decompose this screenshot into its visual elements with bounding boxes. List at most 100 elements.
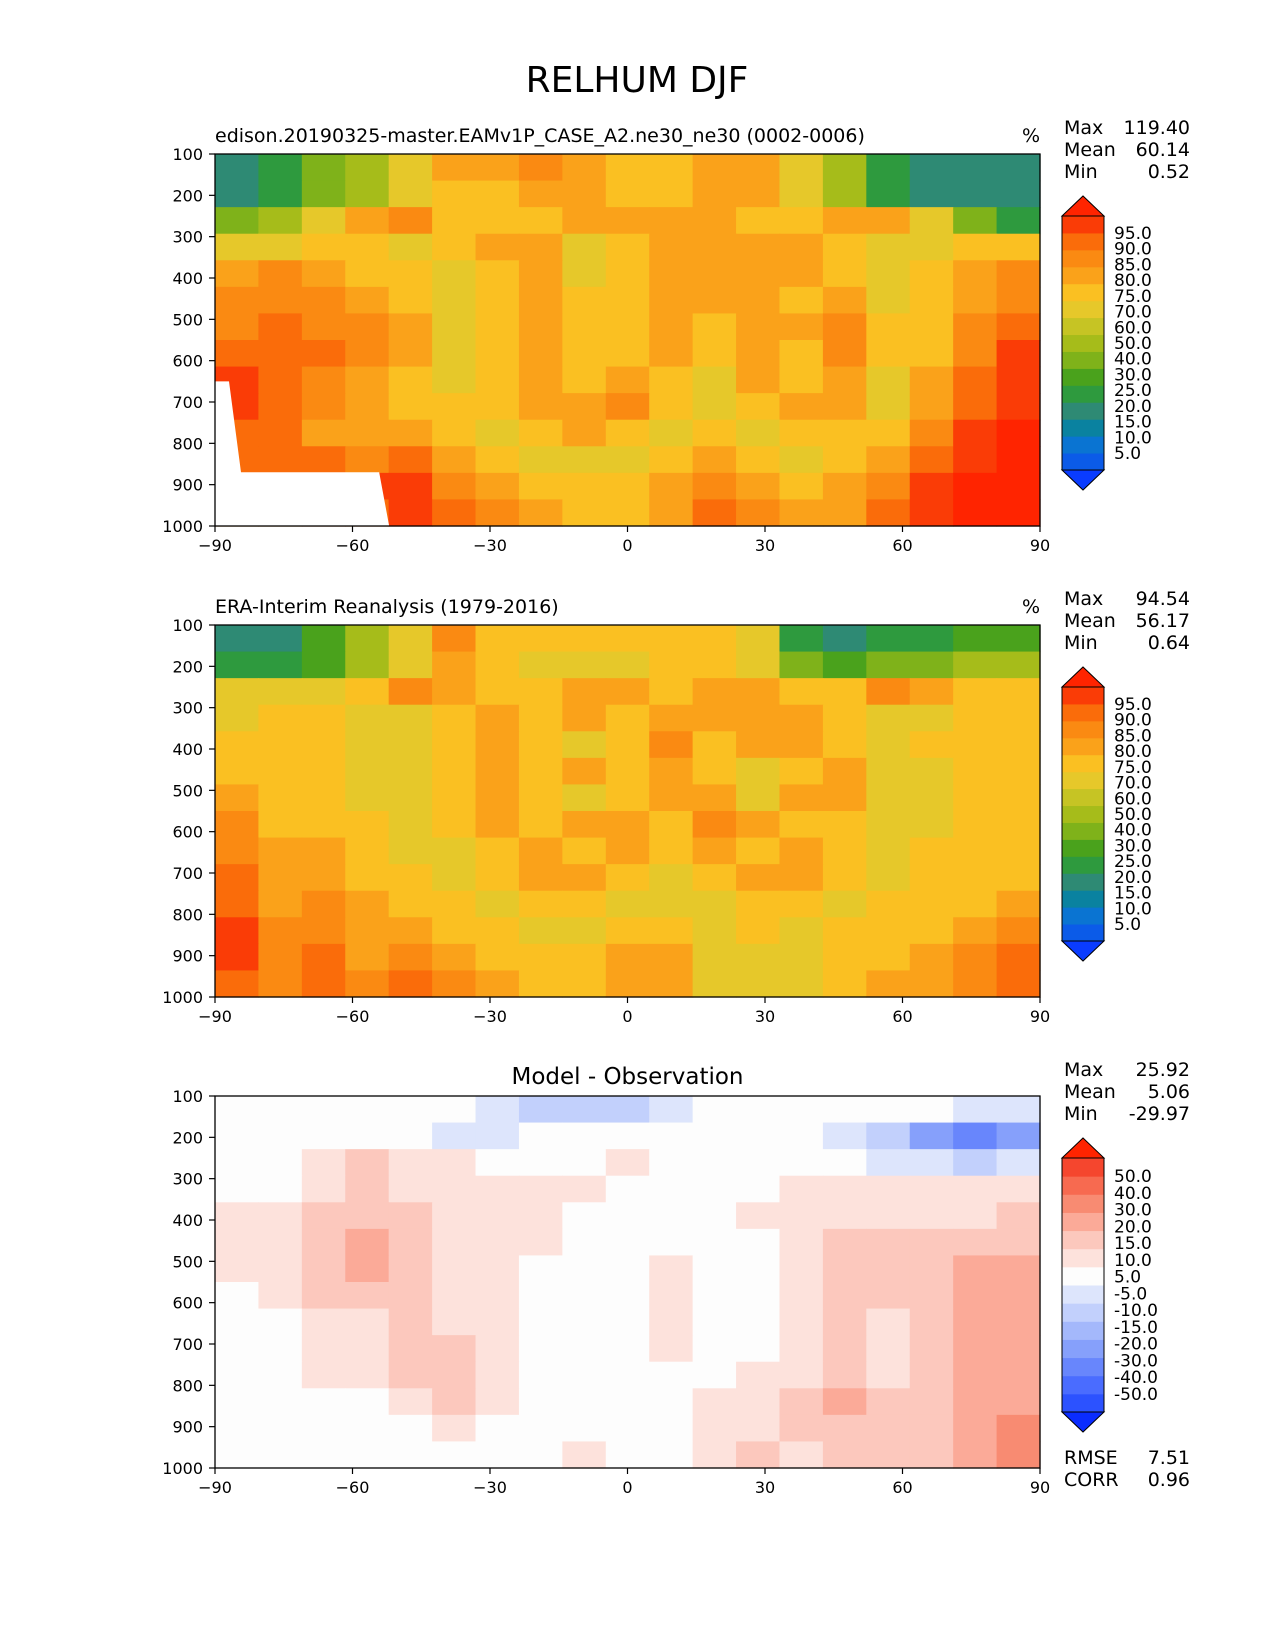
- x-tick-label: −60: [336, 1007, 370, 1026]
- field-cell: [605, 207, 650, 235]
- colorbar-swatch: [1062, 1212, 1104, 1232]
- field-cell: [909, 1414, 954, 1443]
- field-cell: [562, 286, 607, 315]
- field-cell: [996, 757, 1041, 786]
- colorbar-label: -15.0: [1114, 1318, 1158, 1338]
- field-cell: [518, 704, 563, 732]
- field-cell: [605, 625, 650, 653]
- field-cell: [649, 1255, 694, 1283]
- colorbar-swatch: [1062, 788, 1104, 807]
- field-cell: [388, 1202, 433, 1230]
- field-cell: [301, 678, 346, 706]
- field-cell: [301, 233, 346, 261]
- field-cell: [562, 731, 607, 759]
- field-cell: [258, 651, 303, 679]
- field-cell: [779, 1202, 824, 1230]
- field-cell: [518, 837, 563, 865]
- colorbar-label: 30.0: [1114, 836, 1152, 856]
- field-cell: [215, 233, 260, 261]
- colorbar-swatch: [1062, 1357, 1104, 1377]
- field-cell: [562, 472, 607, 501]
- x-tick-label: 60: [892, 1007, 912, 1026]
- field-cell: [605, 1228, 650, 1257]
- field-cell: [736, 1441, 781, 1469]
- field-cell: [605, 313, 650, 341]
- field-cell: [518, 943, 563, 972]
- field-cell: [562, 864, 607, 892]
- field-cell: [866, 340, 911, 368]
- field-cell: [866, 366, 911, 394]
- field-cell: [258, 890, 303, 918]
- field-cell: [345, 207, 390, 235]
- field-cell: [432, 472, 477, 501]
- field-cell: [475, 393, 520, 421]
- field-cell: [518, 313, 563, 341]
- field-cell: [432, 731, 477, 759]
- colorbar-extend-min: [1060, 940, 1106, 962]
- field-cell: [692, 286, 737, 315]
- y-tick-label: 400: [172, 269, 203, 288]
- field-cell: [736, 393, 781, 421]
- field-cell: [215, 1441, 260, 1469]
- colorbar-label: 95.0: [1114, 224, 1152, 244]
- x-tick-label: −30: [473, 536, 507, 555]
- field-cell: [736, 154, 781, 182]
- field-cell: [388, 472, 433, 501]
- field-cell: [388, 1149, 433, 1177]
- field-cell: [432, 1282, 477, 1310]
- field-cell: [692, 1335, 737, 1363]
- field-cell: [996, 1096, 1041, 1124]
- field-cell: [388, 1175, 433, 1203]
- field-cell: [345, 784, 390, 812]
- field-cell: [388, 1308, 433, 1336]
- field-cell: [822, 286, 867, 315]
- field-cell: [258, 1282, 303, 1310]
- field-cell: [345, 704, 390, 732]
- field-cell: [953, 784, 998, 812]
- field-cell: [692, 233, 737, 261]
- field-cell: [475, 651, 520, 679]
- field-cell: [779, 499, 824, 527]
- field-cell: [866, 1175, 911, 1203]
- stat-value: 56.17: [1136, 610, 1190, 632]
- field-cell: [909, 233, 954, 261]
- field-cell: [866, 1149, 911, 1177]
- field-cell: [822, 970, 867, 998]
- colorbar-label: -50.0: [1114, 1385, 1158, 1405]
- field-cell: [562, 154, 607, 182]
- y-tick-label: 1000: [162, 517, 203, 536]
- field-cell: [866, 704, 911, 732]
- field-cell: [953, 233, 998, 261]
- colorbar-label: 75.0: [1114, 758, 1152, 778]
- field-cell: [301, 704, 346, 732]
- field-cell: [301, 1255, 346, 1283]
- stat-value: 25.92: [1136, 1059, 1190, 1081]
- field-cell: [258, 837, 303, 865]
- field-cell: [388, 864, 433, 892]
- field-cell: [432, 757, 477, 786]
- field-cell: [779, 1335, 824, 1363]
- field-cell: [345, 1441, 390, 1469]
- field-cell: [388, 286, 433, 315]
- field-cell: [953, 313, 998, 341]
- field-cell: [822, 1388, 867, 1416]
- field-cell: [649, 233, 694, 261]
- field-cell: [518, 784, 563, 812]
- field-cell: [518, 340, 563, 368]
- field-cell: [562, 1255, 607, 1283]
- field-cell: [475, 917, 520, 945]
- field-cell: [475, 472, 520, 501]
- field-cell: [345, 260, 390, 288]
- field-cell: [215, 313, 260, 341]
- field-cell: [822, 757, 867, 786]
- field-cell: [301, 1149, 346, 1177]
- colorbar-swatch: [1062, 216, 1104, 234]
- field-cell: [866, 678, 911, 706]
- field-cell: [562, 1202, 607, 1230]
- field-cell: [301, 970, 346, 998]
- field-cell: [345, 1096, 390, 1124]
- field-cell: [432, 1202, 477, 1230]
- y-tick-label: 600: [172, 352, 203, 371]
- field-cell: [866, 970, 911, 998]
